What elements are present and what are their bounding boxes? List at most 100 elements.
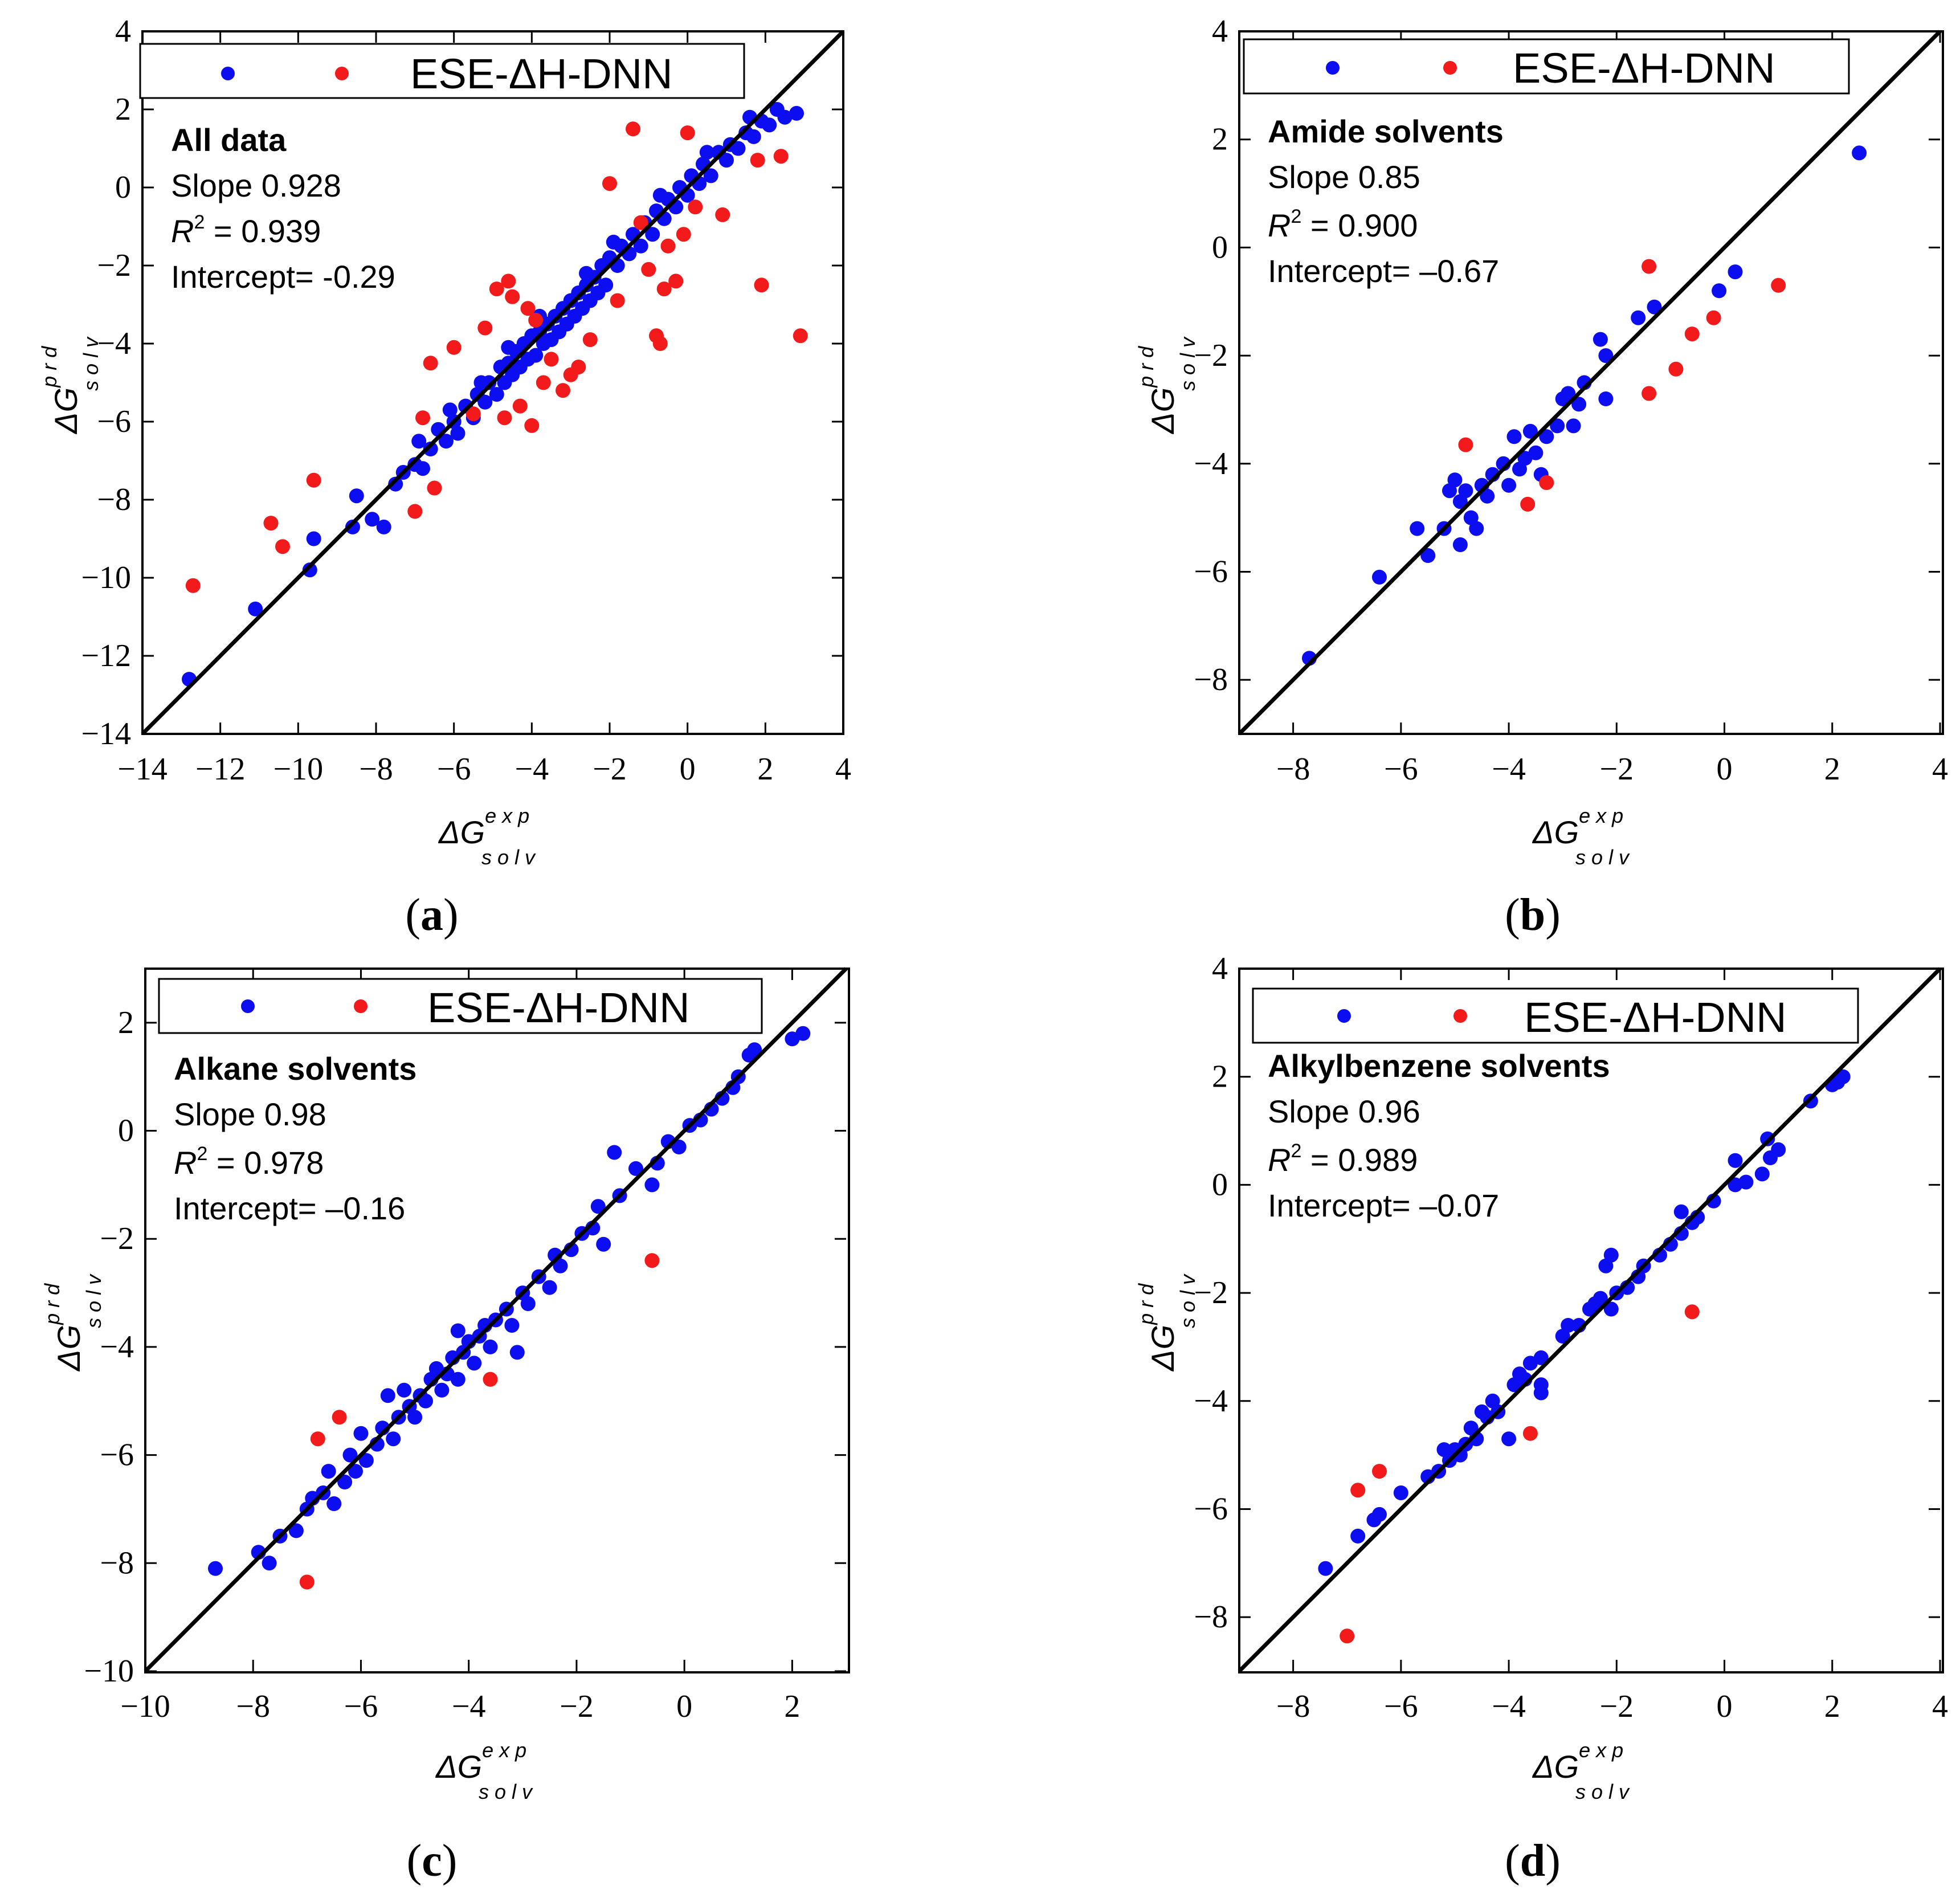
data-point-red bbox=[571, 360, 586, 375]
data-point-blue bbox=[337, 1475, 353, 1489]
x-label-prefix: ΔG bbox=[1532, 814, 1579, 850]
x-tick-label: −10 bbox=[120, 1689, 170, 1724]
data-point-blue bbox=[1592, 1291, 1608, 1306]
x-label-sub: solv bbox=[481, 846, 541, 869]
data-point-red bbox=[536, 375, 551, 390]
data-point-red bbox=[715, 207, 730, 222]
data-point-red bbox=[656, 281, 672, 297]
annotation-intercept: Intercept= –0.67 bbox=[1268, 253, 1499, 289]
data-point-red bbox=[497, 410, 512, 426]
annotation-slope: Slope 0.928 bbox=[171, 168, 341, 203]
data-point-red bbox=[466, 406, 481, 422]
data-point-red bbox=[310, 1431, 325, 1447]
data-point-blue bbox=[450, 1371, 466, 1387]
data-point-red bbox=[793, 328, 808, 344]
caption-close: ) bbox=[1545, 890, 1561, 940]
caption-open: ( bbox=[1505, 890, 1520, 940]
annotation-title: Alkylbenzene solvents bbox=[1268, 1048, 1610, 1084]
identity-line bbox=[141, 30, 845, 736]
x-axis-label: ΔGexp bbox=[1532, 1738, 1629, 1785]
data-point-blue bbox=[208, 1561, 223, 1576]
y-label-sub: solv bbox=[1176, 1269, 1199, 1328]
identity-line bbox=[144, 967, 848, 1673]
data-point-red bbox=[754, 277, 769, 293]
caption-letter: a bbox=[420, 890, 443, 940]
data-point-blue bbox=[671, 1140, 687, 1154]
data-point-red bbox=[299, 1574, 315, 1590]
y-label-main: ΔGprd bbox=[40, 1278, 87, 1372]
data-point-red bbox=[1520, 496, 1536, 512]
data-point-blue bbox=[1533, 1350, 1549, 1365]
data-point-red bbox=[520, 301, 536, 316]
legend: ESE-ΔH-DNN bbox=[139, 43, 745, 99]
data-point-red bbox=[423, 356, 438, 371]
y-label-sub: solv bbox=[1176, 332, 1199, 391]
data-point-blue bbox=[467, 1356, 482, 1371]
data-point-blue bbox=[528, 348, 544, 363]
data-point-blue bbox=[1372, 1507, 1387, 1522]
annotation-r2: R2 = 0.939 bbox=[171, 211, 321, 249]
data-point-blue bbox=[439, 434, 454, 449]
caption-open: ( bbox=[405, 890, 420, 940]
y-tick-labels: −8 −6 −4 −2 0 2 4 bbox=[1194, 951, 1228, 1635]
y-tick-labels: −10 −8 −6 −4 −2 0 2 bbox=[84, 1005, 134, 1689]
legend-marker-blue bbox=[1337, 1009, 1351, 1023]
data-point-blue bbox=[1350, 1528, 1366, 1544]
data-point-blue bbox=[652, 187, 668, 203]
y-axis-label: ΔGprd solv bbox=[40, 1269, 105, 1372]
data-point-red bbox=[1642, 386, 1657, 401]
y-tick-label: −8 bbox=[1194, 1599, 1228, 1635]
data-point-blue bbox=[644, 1177, 660, 1193]
data-point-red bbox=[1340, 1628, 1355, 1644]
identity-line bbox=[1238, 967, 1942, 1673]
x-tick-labels: −10 −8 −6 −4 −2 0 2 bbox=[120, 1689, 800, 1724]
data-point-red bbox=[602, 176, 617, 191]
caption-letter: b bbox=[1520, 890, 1546, 940]
data-point-blue bbox=[450, 1323, 466, 1338]
data-point-blue bbox=[1603, 1247, 1619, 1263]
data-point-red bbox=[446, 340, 462, 355]
y-label-prefix: ΔG bbox=[51, 1325, 87, 1372]
annotation-intercept: Intercept= –0.16 bbox=[174, 1190, 405, 1226]
data-point-red bbox=[773, 149, 789, 164]
data-point-blue bbox=[477, 394, 493, 410]
r2-exponent: 2 bbox=[1291, 206, 1301, 227]
x-tick-label: −8 bbox=[359, 752, 393, 787]
x-axis-label: ΔGexp bbox=[438, 804, 535, 850]
y-tick-label: −4 bbox=[97, 326, 131, 361]
x-tick-label: 0 bbox=[680, 752, 696, 787]
data-point-blue bbox=[1447, 472, 1463, 488]
r2-value: = 0.978 bbox=[207, 1145, 324, 1181]
x-label-sup: exp bbox=[482, 1738, 532, 1762]
data-point-blue bbox=[1712, 283, 1727, 299]
x-label-sup: exp bbox=[1579, 1738, 1629, 1762]
x-tick-label: −8 bbox=[1276, 1689, 1310, 1724]
data-point-blue bbox=[1763, 1150, 1778, 1165]
x-label-prefix: ΔG bbox=[1532, 1749, 1579, 1785]
data-point-blue bbox=[1501, 1431, 1517, 1447]
annotation-slope: Slope 0.98 bbox=[174, 1096, 326, 1132]
data-point-blue bbox=[699, 145, 714, 160]
x-label-sup: exp bbox=[1579, 804, 1629, 827]
y-label-main: ΔGprd bbox=[1134, 1278, 1181, 1372]
data-point-red bbox=[275, 539, 290, 554]
y-tick-label: −10 bbox=[84, 1654, 134, 1689]
data-point-blue bbox=[1533, 1385, 1549, 1401]
x-axis-label: ΔGexp bbox=[1532, 804, 1629, 850]
y-axis-label: ΔGprd solv bbox=[1134, 1269, 1199, 1372]
caption-a: (a) bbox=[405, 890, 458, 940]
annotation-title: All data bbox=[171, 122, 287, 158]
data-point-blue bbox=[1480, 488, 1495, 504]
x-tick-label: −2 bbox=[1600, 1689, 1634, 1724]
data-point-blue bbox=[542, 1280, 557, 1295]
data-point-red bbox=[415, 410, 430, 426]
legend-marker-red bbox=[335, 67, 349, 80]
data-point-blue bbox=[504, 1318, 520, 1333]
data-point-blue bbox=[1372, 569, 1387, 585]
y-tick-label: 4 bbox=[115, 14, 131, 49]
panel-d: −8 −6 −4 −2 0 2 4 −8 −6 −4 −2 0 2 4 ESE-ΔH-DNN Alkyl… bbox=[1134, 951, 1948, 1803]
data-point-blue bbox=[1539, 429, 1554, 444]
data-point-blue bbox=[746, 129, 761, 144]
y-label-prefix: ΔG bbox=[48, 387, 84, 435]
data-point-blue bbox=[1754, 1166, 1770, 1182]
